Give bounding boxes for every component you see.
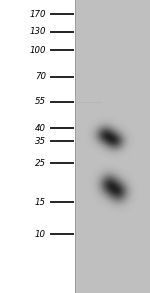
Text: 55: 55 [35,98,46,106]
Text: 25: 25 [35,159,46,168]
Text: 40: 40 [35,124,46,133]
Bar [75,0,150,293]
Bar [0,0,75,293]
Text: 15: 15 [35,198,46,207]
Text: 10: 10 [35,230,46,239]
Text: 170: 170 [29,10,46,18]
Text: 70: 70 [35,72,46,81]
Text: 35: 35 [35,137,46,146]
Text: 100: 100 [29,46,46,55]
Text: 130: 130 [29,27,46,36]
